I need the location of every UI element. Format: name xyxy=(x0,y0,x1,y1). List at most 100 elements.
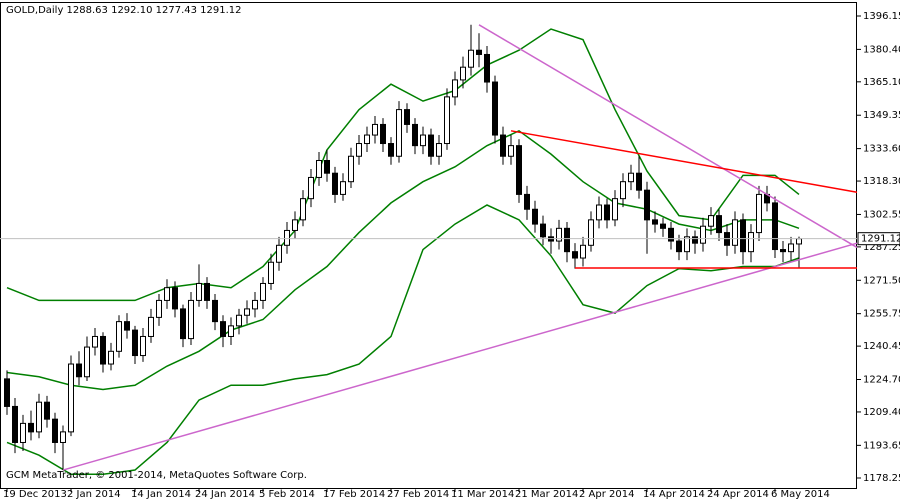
candle-body xyxy=(628,172,634,183)
candle-body xyxy=(516,145,522,195)
candle-body xyxy=(532,208,538,225)
candle-body xyxy=(172,287,178,310)
candle-body xyxy=(404,109,410,125)
candle-body xyxy=(244,308,250,316)
candle-body xyxy=(228,325,234,337)
candle-body xyxy=(196,282,202,301)
candle-body xyxy=(780,249,786,253)
candle-body xyxy=(156,299,162,318)
candle-body xyxy=(412,123,418,147)
candle-body xyxy=(332,172,338,195)
candle-body xyxy=(620,181,626,200)
candle-body xyxy=(556,227,562,242)
candle-body xyxy=(324,159,330,174)
candle-body xyxy=(428,134,434,157)
footer-credit: GCM MetaTrader, © 2001-2014, MetaQuotes … xyxy=(6,470,307,481)
candle-body xyxy=(700,225,706,244)
candle-body xyxy=(588,219,594,246)
x-tick-label: 14 Apr 2014 xyxy=(643,489,705,500)
y-tick-label: 1193.65 xyxy=(863,440,900,451)
plot-area xyxy=(0,24,858,476)
y-tick-label: 1255.75 xyxy=(863,309,900,320)
candle-body xyxy=(292,219,298,231)
candle-body xyxy=(260,282,266,301)
candle-body xyxy=(68,363,74,433)
x-tick-label: 11 Mar 2014 xyxy=(451,489,514,500)
candle-body xyxy=(684,236,690,253)
candle-body xyxy=(52,418,58,443)
x-tick-label: 19 Dec 2013 xyxy=(3,489,67,500)
y-tick-label: 1240.45 xyxy=(863,341,900,352)
candle-body xyxy=(716,215,722,234)
candle-body xyxy=(676,240,682,253)
candle-body xyxy=(4,378,10,407)
candle-body xyxy=(444,96,450,145)
candle-body xyxy=(268,261,274,284)
candle-body xyxy=(284,229,290,246)
candle-body xyxy=(612,198,618,221)
x-tick-label: 21 Mar 2014 xyxy=(515,489,578,500)
candle-body xyxy=(220,321,226,337)
candle-body xyxy=(60,431,66,443)
candle-body xyxy=(348,155,354,183)
candle-body xyxy=(132,329,138,357)
candle-body xyxy=(356,143,362,157)
candle-body xyxy=(12,405,18,443)
y-tick-label: 1271.50 xyxy=(863,275,900,286)
x-tick-label: 17 Feb 2014 xyxy=(323,489,385,500)
candle-body xyxy=(44,401,50,420)
candle-body xyxy=(788,243,794,253)
trendline xyxy=(478,24,858,249)
candle-body xyxy=(124,321,130,331)
candle-body xyxy=(596,204,602,221)
x-tick-label: 5 Feb 2014 xyxy=(259,489,315,500)
candle-body xyxy=(492,81,498,136)
bollinger-band xyxy=(6,204,800,476)
candle-body xyxy=(180,308,186,340)
candle-body xyxy=(796,238,802,245)
candle-body xyxy=(36,401,42,433)
candle-body xyxy=(388,143,394,157)
candle-body xyxy=(164,287,170,301)
candle-body xyxy=(140,335,146,357)
candle-body xyxy=(316,159,322,178)
y-tick-label: 1365.10 xyxy=(863,77,900,88)
candle-body xyxy=(508,145,514,157)
x-tick-label: 24 Apr 2014 xyxy=(707,489,769,500)
candle-body xyxy=(236,314,242,327)
y-tick-label: 1396.15 xyxy=(863,11,900,22)
last-price-box xyxy=(857,232,900,246)
x-tick-label: 2 Apr 2014 xyxy=(579,489,634,500)
candle-body xyxy=(276,244,282,263)
candle-body xyxy=(340,181,346,195)
candle-body xyxy=(692,236,698,244)
y-tick-label: 1224.70 xyxy=(863,375,900,386)
candle-body xyxy=(380,123,386,145)
candle-body xyxy=(748,232,754,253)
y-tick-label: 1318.30 xyxy=(863,176,900,187)
candle-body xyxy=(708,215,714,227)
candle-body xyxy=(732,219,738,246)
trendline xyxy=(510,130,858,194)
bollinger-band xyxy=(6,129,800,391)
candle-body xyxy=(452,79,458,98)
candle-body xyxy=(668,227,674,242)
candle-body xyxy=(108,350,114,365)
x-tick-label: 6 May 2014 xyxy=(771,489,830,500)
x-tick-label: 2 Jan 2014 xyxy=(67,489,121,500)
candle-body xyxy=(396,109,402,157)
candle-body xyxy=(92,335,98,348)
candle-body xyxy=(604,204,610,221)
candle-body xyxy=(364,134,370,145)
candle-body xyxy=(636,172,642,191)
candle-body xyxy=(468,49,474,68)
candle-body xyxy=(572,251,578,259)
candle-body xyxy=(20,422,26,443)
candle-body xyxy=(148,316,154,337)
candle-body xyxy=(740,219,746,253)
y-tick-label: 1333.60 xyxy=(863,144,900,155)
candle-body xyxy=(300,198,306,221)
x-tick-label: 24 Jan 2014 xyxy=(195,489,255,500)
candle-body xyxy=(660,223,666,229)
